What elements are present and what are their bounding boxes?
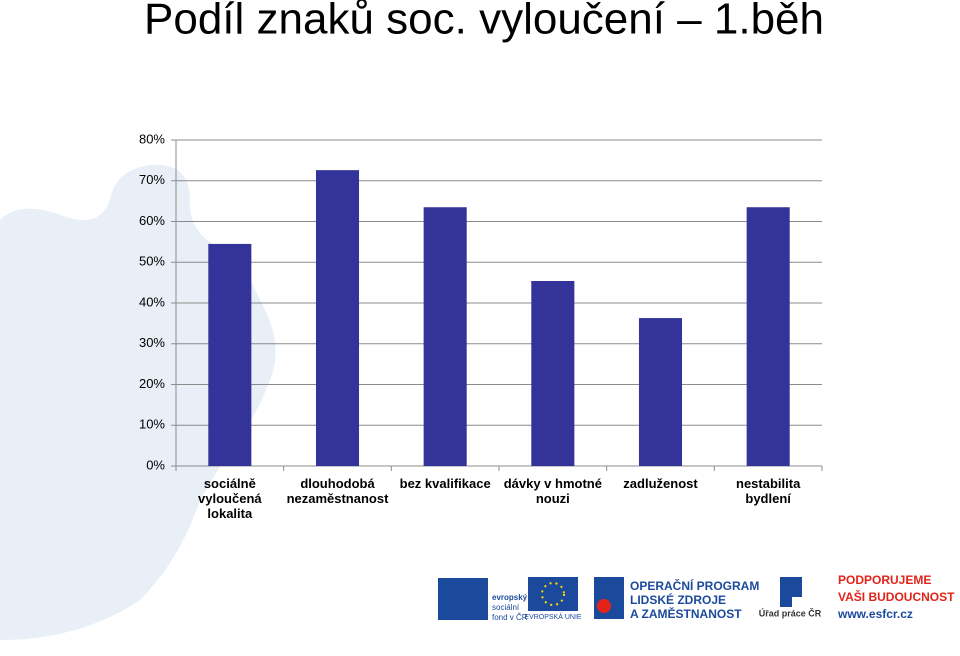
y-tick-label: 80% [139,131,165,146]
chart-title: Podíl znaků soc. vyloučení – 1.běh [144,0,824,44]
y-tick-label: 20% [139,376,165,391]
eu-stars [541,582,565,606]
y-tick-label: 30% [139,335,165,350]
bar [208,243,252,466]
logo-text: PODPORUJEME [838,573,931,587]
logo-text: sociální [492,603,520,612]
op-logo [594,577,624,619]
op-logo-mark [597,599,611,613]
esf-logo [438,578,488,620]
x-tick-label: dávky v hmotné nouzi [503,476,602,506]
bar [746,207,790,467]
y-tick-label: 50% [139,254,165,269]
x-tick-label: dlouhodobá nezaměstnanost [286,476,389,506]
logo-text: www.esfcr.cz [837,607,913,621]
y-tick-label: 60% [139,213,165,228]
x-tick-label: nestabilita bydlení [736,476,801,506]
logo-text: evropský [492,593,528,602]
bar [423,207,467,467]
logo-text: VAŠI BUDOUCNOST [838,589,955,604]
logo-text: EVROPSKÁ UNIE [524,612,582,621]
y-tick-label: 0% [146,457,165,472]
logo-text: LIDSKÉ ZDROJE [630,592,726,607]
up-logo [780,577,802,607]
logo-text: Úřad práce ČR [759,607,822,618]
logo-text: fond v ČR [492,613,528,622]
background-puzzle [0,164,276,640]
x-tick-label: bez kvalifikace [399,476,491,491]
x-tick-label: zadluženost [623,476,698,491]
bar [531,280,575,466]
x-tick-label: sociálně vyloučená lokalita [198,476,262,521]
y-tick-label: 40% [139,294,165,309]
y-tick-label: 70% [139,172,165,187]
bar [315,170,360,466]
logo-text: OPERAČNÍ PROGRAM [630,578,759,593]
bar [638,318,683,466]
logos: evropský sociální fond v ČR EVROPSKÁ UNI… [438,573,955,622]
eu-flag [528,577,578,611]
y-tick-label: 10% [139,417,165,432]
logo-text: A ZAMĚSTNANOST [630,606,742,621]
